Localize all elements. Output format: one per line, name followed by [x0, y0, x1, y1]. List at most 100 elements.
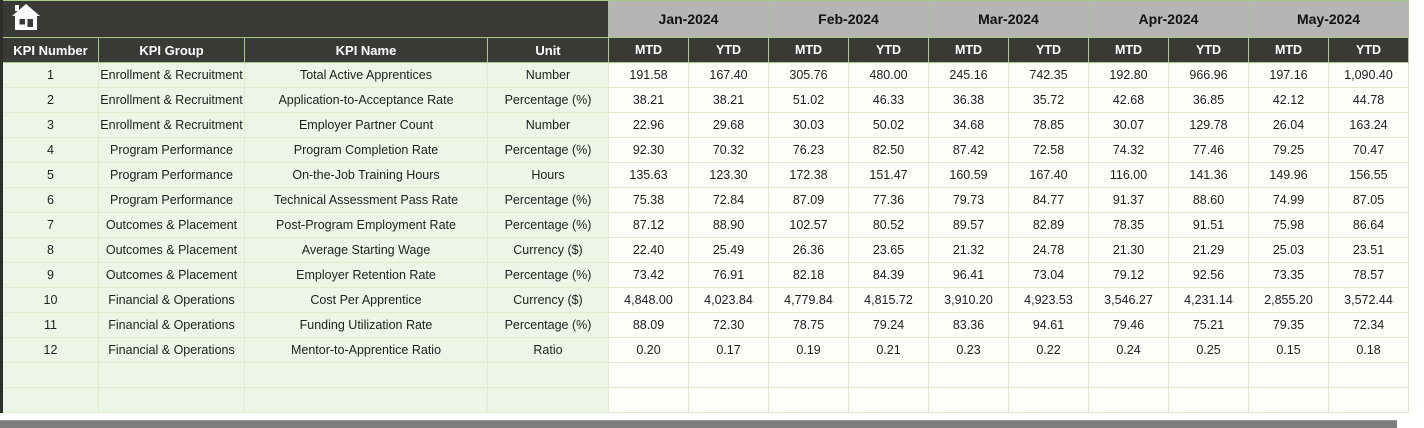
value-cell[interactable]: 76.91	[688, 262, 769, 288]
kpi-number-cell[interactable]: 8	[1, 237, 99, 263]
unit-cell[interactable]: Hours	[487, 162, 609, 188]
subheader-ytd-month-4[interactable]: YTD	[1168, 37, 1249, 63]
unit-cell[interactable]: Currency ($)	[487, 237, 609, 263]
kpi-number-cell[interactable]: 6	[1, 187, 99, 213]
value-cell[interactable]: 26.04	[1248, 112, 1329, 138]
value-cell[interactable]: 79.35	[1248, 312, 1329, 338]
empty-value-cell[interactable]	[608, 387, 689, 413]
empty-left-cell[interactable]	[98, 387, 245, 413]
empty-value-cell[interactable]	[1248, 362, 1329, 388]
kpi-group-cell[interactable]: Enrollment & Recruitment	[98, 87, 245, 113]
month-header-cell[interactable]: Apr-2024	[1088, 0, 1249, 38]
value-cell[interactable]: 23.51	[1328, 237, 1409, 263]
empty-left-cell[interactable]	[487, 387, 609, 413]
value-cell[interactable]: 192.80	[1088, 62, 1169, 88]
value-cell[interactable]: 21.32	[928, 237, 1009, 263]
value-cell[interactable]: 86.64	[1328, 212, 1409, 238]
empty-left-cell[interactable]	[1, 387, 99, 413]
month-header-cell[interactable]: May-2024	[1248, 0, 1409, 38]
empty-value-cell[interactable]	[1328, 387, 1409, 413]
kpi-name-cell[interactable]: Mentor-to-Apprentice Ratio	[244, 337, 488, 363]
kpi-number-cell[interactable]: 12	[1, 337, 99, 363]
value-cell[interactable]: 191.58	[608, 62, 689, 88]
unit-cell[interactable]: Currency ($)	[487, 287, 609, 313]
value-cell[interactable]: 88.90	[688, 212, 769, 238]
value-cell[interactable]: 51.02	[768, 87, 849, 113]
value-cell[interactable]: 72.84	[688, 187, 769, 213]
column-header-kpi-number[interactable]: KPI Number	[1, 37, 99, 63]
value-cell[interactable]: 84.39	[848, 262, 929, 288]
empty-left-cell[interactable]	[98, 362, 245, 388]
kpi-name-cell[interactable]: Program Completion Rate	[244, 137, 488, 163]
value-cell[interactable]: 4,231.14	[1168, 287, 1249, 313]
column-header-unit[interactable]: Unit	[487, 37, 609, 63]
value-cell[interactable]: 92.30	[608, 137, 689, 163]
value-cell[interactable]: 163.24	[1328, 112, 1409, 138]
value-cell[interactable]: 87.05	[1328, 187, 1409, 213]
value-cell[interactable]: 78.35	[1088, 212, 1169, 238]
unit-cell[interactable]: Percentage (%)	[487, 187, 609, 213]
empty-value-cell[interactable]	[1088, 387, 1169, 413]
kpi-group-cell[interactable]: Program Performance	[98, 162, 245, 188]
value-cell[interactable]: 0.22	[1008, 337, 1089, 363]
value-cell[interactable]: 79.24	[848, 312, 929, 338]
empty-value-cell[interactable]	[848, 387, 929, 413]
empty-value-cell[interactable]	[1088, 362, 1169, 388]
empty-value-cell[interactable]	[928, 387, 1009, 413]
kpi-group-cell[interactable]: Outcomes & Placement	[98, 262, 245, 288]
value-cell[interactable]: 74.99	[1248, 187, 1329, 213]
empty-left-cell[interactable]	[487, 362, 609, 388]
kpi-number-cell[interactable]: 9	[1, 262, 99, 288]
empty-value-cell[interactable]	[768, 387, 849, 413]
value-cell[interactable]: 141.36	[1168, 162, 1249, 188]
value-cell[interactable]: 78.75	[768, 312, 849, 338]
column-header-kpi-group[interactable]: KPI Group	[98, 37, 245, 63]
value-cell[interactable]: 87.09	[768, 187, 849, 213]
subheader-mtd-month-3[interactable]: MTD	[928, 37, 1009, 63]
kpi-name-cell[interactable]: Employer Retention Rate	[244, 262, 488, 288]
value-cell[interactable]: 4,779.84	[768, 287, 849, 313]
unit-cell[interactable]: Percentage (%)	[487, 262, 609, 288]
kpi-group-cell[interactable]: Outcomes & Placement	[98, 237, 245, 263]
value-cell[interactable]: 46.33	[848, 87, 929, 113]
unit-cell[interactable]: Ratio	[487, 337, 609, 363]
value-cell[interactable]: 197.16	[1248, 62, 1329, 88]
value-cell[interactable]: 50.02	[848, 112, 929, 138]
value-cell[interactable]: 72.34	[1328, 312, 1409, 338]
value-cell[interactable]: 26.36	[768, 237, 849, 263]
value-cell[interactable]: 42.12	[1248, 87, 1329, 113]
value-cell[interactable]: 36.85	[1168, 87, 1249, 113]
value-cell[interactable]: 78.85	[1008, 112, 1089, 138]
value-cell[interactable]: 3,546.27	[1088, 287, 1169, 313]
value-cell[interactable]: 966.96	[1168, 62, 1249, 88]
value-cell[interactable]: 22.96	[608, 112, 689, 138]
value-cell[interactable]: 22.40	[608, 237, 689, 263]
value-cell[interactable]: 160.59	[928, 162, 1009, 188]
empty-value-cell[interactable]	[1168, 362, 1249, 388]
value-cell[interactable]: 305.76	[768, 62, 849, 88]
value-cell[interactable]: 0.23	[928, 337, 1009, 363]
value-cell[interactable]: 149.96	[1248, 162, 1329, 188]
value-cell[interactable]: 156.55	[1328, 162, 1409, 188]
value-cell[interactable]: 89.57	[928, 212, 1009, 238]
subheader-mtd-month-2[interactable]: MTD	[768, 37, 849, 63]
kpi-number-cell[interactable]: 10	[1, 287, 99, 313]
kpi-number-cell[interactable]: 2	[1, 87, 99, 113]
unit-cell[interactable]: Percentage (%)	[487, 137, 609, 163]
kpi-name-cell[interactable]: Funding Utilization Rate	[244, 312, 488, 338]
kpi-group-cell[interactable]: Financial & Operations	[98, 312, 245, 338]
kpi-number-cell[interactable]: 7	[1, 212, 99, 238]
value-cell[interactable]: 82.18	[768, 262, 849, 288]
value-cell[interactable]: 77.36	[848, 187, 929, 213]
kpi-name-cell[interactable]: Total Active Apprentices	[244, 62, 488, 88]
value-cell[interactable]: 94.61	[1008, 312, 1089, 338]
month-header-cell[interactable]: Jan-2024	[608, 0, 769, 38]
value-cell[interactable]: 75.38	[608, 187, 689, 213]
unit-cell[interactable]: Percentage (%)	[487, 312, 609, 338]
value-cell[interactable]: 79.25	[1248, 137, 1329, 163]
value-cell[interactable]: 77.46	[1168, 137, 1249, 163]
value-cell[interactable]: 480.00	[848, 62, 929, 88]
value-cell[interactable]: 80.52	[848, 212, 929, 238]
kpi-group-cell[interactable]: Financial & Operations	[98, 337, 245, 363]
empty-value-cell[interactable]	[1008, 362, 1089, 388]
